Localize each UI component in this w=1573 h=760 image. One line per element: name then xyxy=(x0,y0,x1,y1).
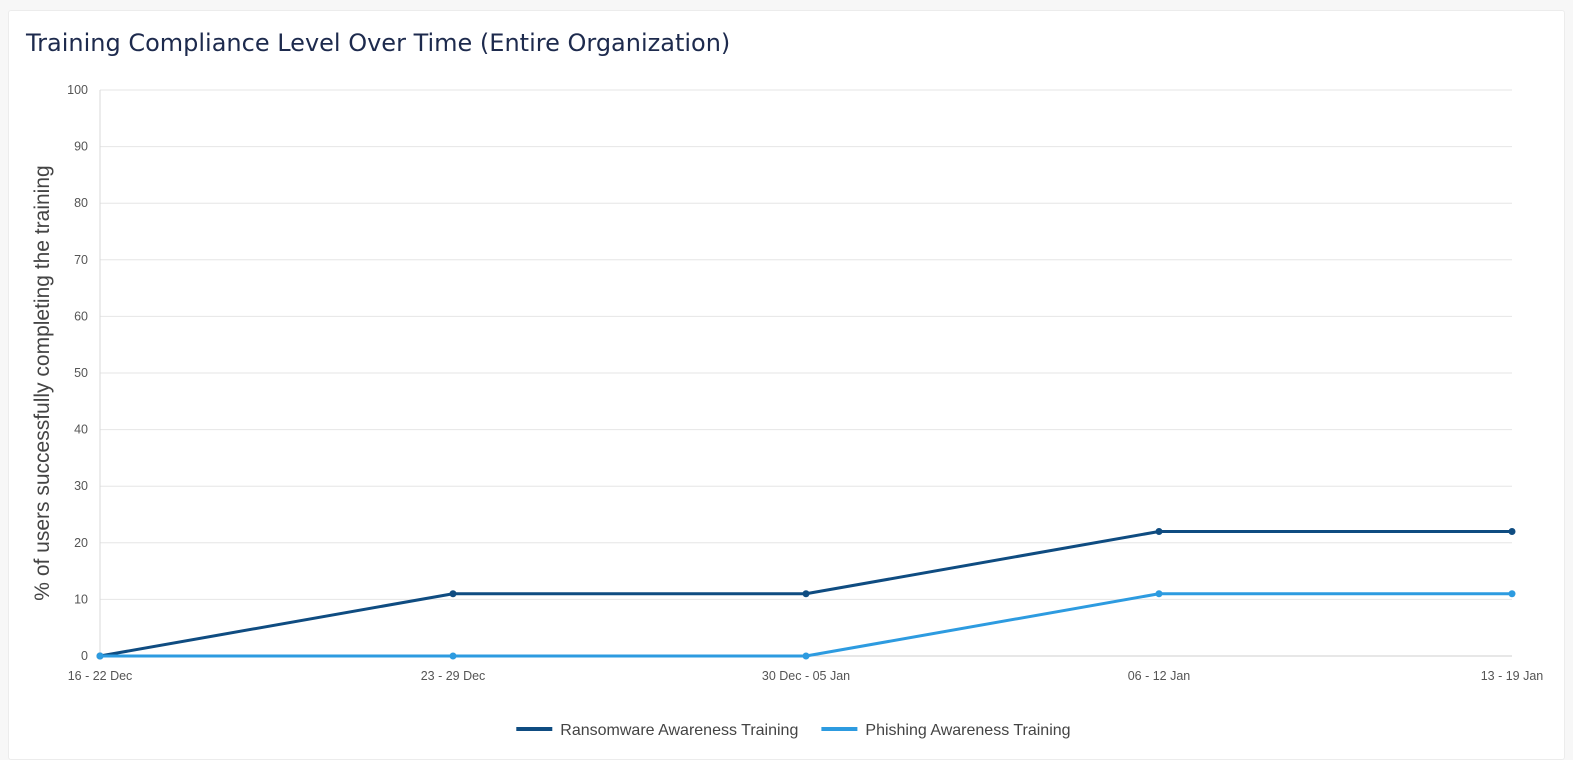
y-tick-label-10: 10 xyxy=(74,592,88,606)
y-tick-label-50: 50 xyxy=(74,366,88,380)
y-tick-label-30: 30 xyxy=(74,479,88,493)
series-line-1 xyxy=(98,592,1514,658)
legend-label-0: Ransomware Awareness Training xyxy=(560,722,798,739)
y-tick-label-0: 0 xyxy=(81,649,88,663)
series-0-point-2 xyxy=(802,590,810,598)
series-1-point-1 xyxy=(449,652,457,660)
series-0-point-3 xyxy=(1155,527,1163,535)
x-tick-label: 13 - 19 Jan xyxy=(1481,669,1544,683)
x-tick-label: 23 - 29 Dec xyxy=(421,669,486,683)
x-tick-label: 16 - 22 Dec xyxy=(68,669,133,683)
y-axis-title: % of users successfully completing the t… xyxy=(31,165,54,600)
y-tick-label-70: 70 xyxy=(74,253,88,267)
y-tick-label-60: 60 xyxy=(74,309,88,323)
y-tick-label-40: 40 xyxy=(74,423,88,437)
series-0-point-1 xyxy=(449,590,457,598)
series-1-point-3 xyxy=(1155,590,1163,598)
compliance-line-chart: 0 10 20 30 40 50 60 70 80 90 100 16 - 22 Dec 23 - 29… xyxy=(31,83,1544,739)
y-tick-label-20: 20 xyxy=(74,536,88,550)
legend-label-1: Phishing Awareness Training xyxy=(865,722,1070,739)
series-1-point-0 xyxy=(96,652,104,660)
series-1-point-2 xyxy=(802,652,810,660)
y-tick-label-90: 90 xyxy=(74,140,88,154)
x-tick-label: 30 Dec - 05 Jan xyxy=(762,669,850,683)
y-tick-label-80: 80 xyxy=(74,196,88,210)
chart-title: Training Compliance Level Over Time (Ent… xyxy=(26,29,731,57)
y-tick-label-100: 100 xyxy=(67,83,88,97)
series-0-point-4 xyxy=(1508,527,1516,535)
x-tick-label: 06 - 12 Jan xyxy=(1128,669,1191,683)
compliance-chart-card: Training Compliance Level Over Time (Ent… xyxy=(8,10,1565,760)
series-1-point-4 xyxy=(1508,590,1516,598)
